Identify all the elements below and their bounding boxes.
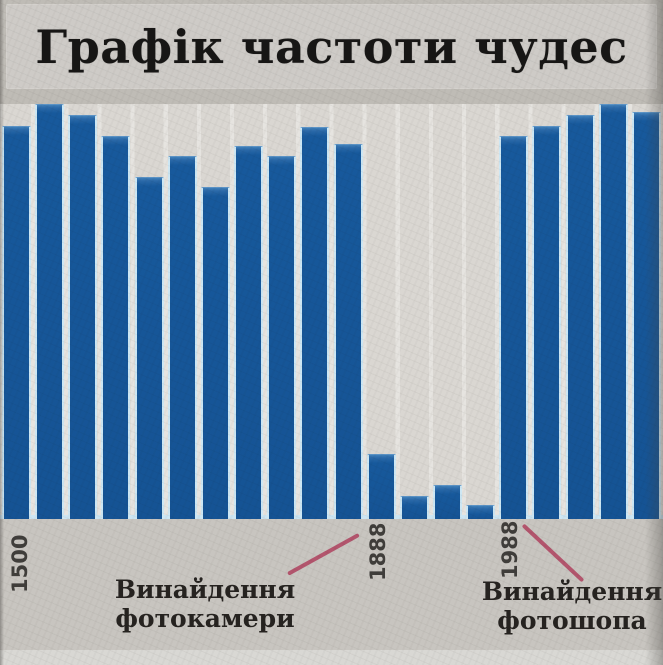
bar-4	[134, 177, 164, 519]
bar-16	[532, 126, 562, 519]
annotation-photoshop-line2: фотошопа	[497, 606, 647, 635]
bar-0	[2, 126, 31, 519]
bar-12	[399, 496, 429, 519]
chart-title: Графік частоти чудес	[35, 19, 628, 74]
x-tick-1500: 1500	[8, 534, 32, 593]
bar-18	[598, 104, 628, 519]
bar-3	[101, 136, 131, 519]
annotation-camera-invention: Винайдення фотокамери	[100, 575, 310, 633]
bar-1	[35, 104, 65, 519]
x-axis-panel: 1500 1888 1988 Винайдення фотокамери Вин…	[0, 519, 663, 665]
bar-2	[68, 115, 98, 519]
annotation-camera-line2: фотокамери	[115, 604, 295, 633]
bar-13	[432, 485, 462, 519]
annotation-photoshop-invention: Винайдення фотошопа	[467, 577, 663, 635]
bar-14	[466, 505, 496, 519]
bar-19	[631, 112, 661, 519]
x-tick-1988: 1988	[498, 520, 522, 579]
annotation-photoshop-line1: Винайдення	[481, 577, 663, 606]
annotation-camera-line1: Винайдення	[114, 575, 296, 604]
bar-17	[565, 115, 595, 519]
chart-title-panel: Графік частоти чудес	[6, 4, 657, 89]
bar-15	[499, 136, 529, 519]
bar-5	[167, 156, 197, 519]
bar-6	[200, 187, 230, 519]
bottom-edge-strip	[0, 650, 663, 665]
bar-10	[333, 144, 363, 519]
camera-annotation-pointer-line	[287, 532, 360, 576]
x-tick-1888: 1888	[366, 522, 390, 581]
bar-8	[267, 156, 297, 519]
bar-9	[300, 127, 330, 519]
photoshop-annotation-pointer-line	[521, 523, 585, 583]
plot-area	[0, 104, 663, 519]
x-axis-baseline	[0, 515, 663, 519]
bar-7	[234, 146, 264, 519]
bar-11	[366, 454, 396, 519]
